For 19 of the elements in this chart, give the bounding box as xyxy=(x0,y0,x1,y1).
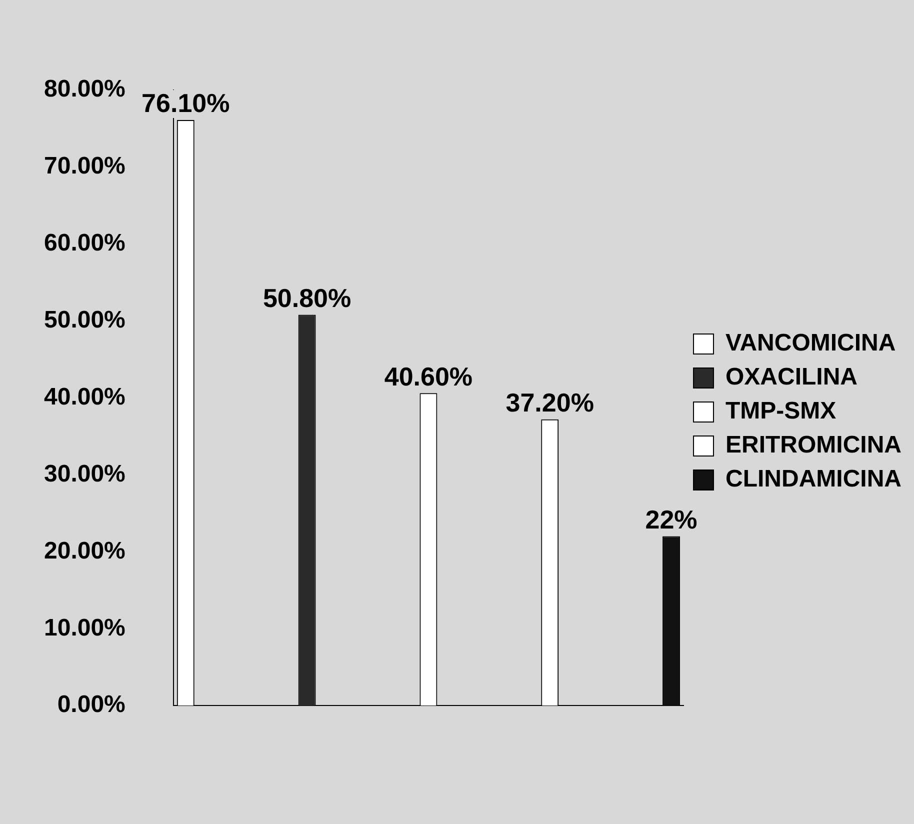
y-tick-label: 50.00% xyxy=(44,306,126,334)
y-tick-label: 20.00% xyxy=(44,537,126,564)
y-tick-label: 40.00% xyxy=(44,383,126,410)
legend-label: VANCOMICINA xyxy=(726,330,896,357)
data-label: 37.20% xyxy=(506,388,594,418)
y-tick-label: 70.00% xyxy=(44,152,126,180)
legend-label: TMP-SMX xyxy=(726,398,836,425)
legend-label: CLINDAMICINA xyxy=(726,466,902,493)
y-tick-label: 30.00% xyxy=(44,460,126,488)
y-tick-label: 10.00% xyxy=(44,614,126,642)
data-label: 50.80% xyxy=(262,282,352,313)
legend-label: OXACILINA xyxy=(726,364,858,391)
data-label: 40.60% xyxy=(384,361,473,392)
y-tick-label: 80.00% xyxy=(44,76,126,103)
data-label: 22% xyxy=(645,504,698,534)
legend-label: ERITROMICINA xyxy=(726,432,902,459)
y-tick-label: 60.00% xyxy=(44,230,126,257)
y-tick-label: 0.00% xyxy=(57,691,126,718)
data-label: 76.10% xyxy=(142,88,230,118)
